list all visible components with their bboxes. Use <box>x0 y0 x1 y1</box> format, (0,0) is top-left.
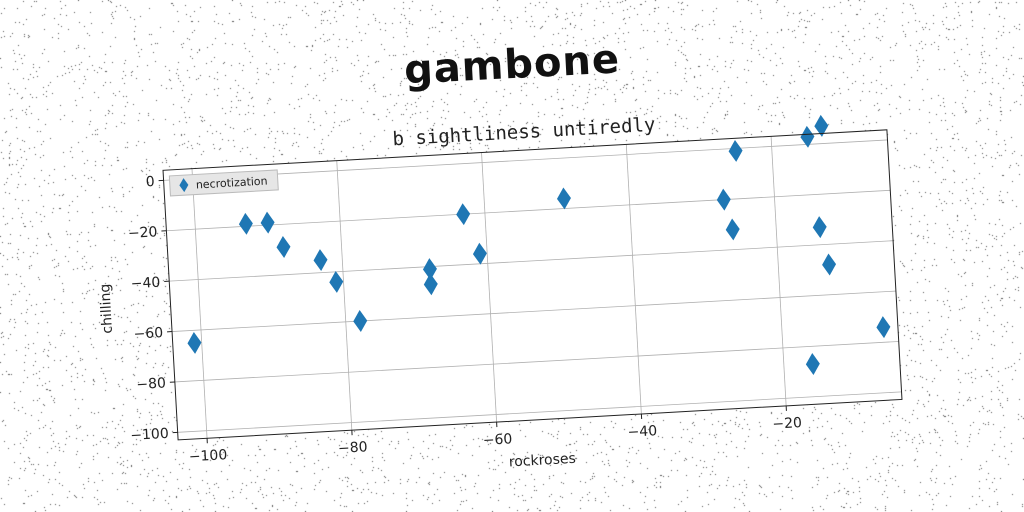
data-point <box>423 273 438 296</box>
y-grid-line <box>163 139 888 181</box>
x-tick-label: −20 <box>772 415 802 433</box>
data-point <box>814 114 829 137</box>
data-point <box>422 258 437 281</box>
data-point <box>260 211 275 234</box>
data-point <box>812 216 827 239</box>
x-axis-label: rockroses <box>508 451 576 471</box>
data-point <box>187 331 202 354</box>
data-points <box>187 114 891 375</box>
y-tick-label: 0 <box>145 174 155 190</box>
data-point <box>313 249 328 272</box>
x-grid-line <box>770 136 787 406</box>
data-point <box>353 310 368 333</box>
data-point <box>728 139 743 162</box>
data-point <box>800 125 815 148</box>
x-tick-label: −40 <box>627 423 657 441</box>
data-point <box>276 235 291 258</box>
y-tick-label: −40 <box>130 275 160 293</box>
legend-marker-diamond <box>179 178 189 193</box>
plot-frame <box>162 129 903 441</box>
legend: necrotization <box>168 169 279 197</box>
y-grid-line <box>174 341 899 383</box>
data-point <box>472 242 487 265</box>
data-point <box>725 218 740 241</box>
y-grid-line <box>172 290 896 332</box>
legend-label: necrotization <box>196 174 268 191</box>
x-axis-ticks: −100 −80 −60 −40 −20 <box>188 405 802 465</box>
x-tick-label: −60 <box>482 431 512 449</box>
y-tick-label: −100 <box>130 426 169 444</box>
grid-lines <box>163 136 902 439</box>
data-point <box>456 203 471 226</box>
y-axis-label: chilling <box>97 283 116 334</box>
data-point <box>876 316 891 339</box>
y-tick-label: −80 <box>136 375 166 393</box>
data-point <box>716 188 731 211</box>
y-grid-line <box>166 189 891 232</box>
data-point <box>805 352 820 375</box>
x-tick-label: −100 <box>188 447 227 465</box>
y-tick-label: −20 <box>128 224 158 242</box>
data-point <box>329 270 344 293</box>
x-grid-line <box>336 160 353 431</box>
data-point <box>822 253 837 276</box>
data-point <box>238 212 253 235</box>
y-grid-line <box>169 240 894 282</box>
y-grid-line <box>177 391 902 433</box>
x-grid-line <box>625 144 642 415</box>
x-tick-label: −80 <box>338 439 368 457</box>
legend-box <box>168 169 279 197</box>
y-tick-label: −60 <box>133 325 163 343</box>
x-grid-line <box>191 168 208 439</box>
x-grid-line <box>481 152 497 423</box>
y-axis-ticks: 0 −20 −40 −60 −80 −100 <box>128 174 178 444</box>
data-point <box>556 187 571 210</box>
